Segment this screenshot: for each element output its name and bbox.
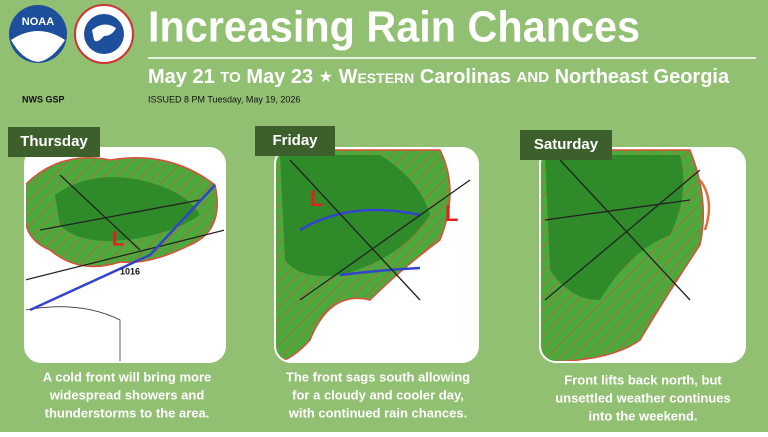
day-label: Friday [272, 132, 318, 149]
caption: thunderstorms to the area. [45, 405, 210, 420]
day-tab [520, 130, 612, 160]
subtitle-part: to [220, 69, 241, 86]
logo-text: NOAA [22, 16, 54, 28]
caption: with continued rain chances. [288, 405, 467, 420]
caption: for a cloudy and cooler day, [292, 387, 464, 402]
svg-text:L: L [445, 201, 458, 226]
day-tab [255, 126, 335, 156]
map-saturday [540, 148, 745, 362]
subtitle-part: Northeast Georgia [555, 66, 730, 88]
issued: ISSUED 8 PM Tuesday, May 19, 2026 [148, 94, 300, 104]
subtitle-part: and [517, 69, 550, 86]
subtitle: May 21 to May 23 ★ Western Carolinas and… [148, 66, 730, 88]
caption: Front lifts back north, but [564, 372, 722, 387]
day-tab [8, 127, 100, 157]
subtitle-part: Western [339, 66, 415, 88]
subtitle-part: ★ [319, 69, 333, 86]
caption: The front sags south allowing [286, 369, 470, 384]
subtitle-part: Carolinas [420, 66, 511, 88]
nws-logo [74, 4, 134, 64]
map-thursday: L 1016 [25, 148, 225, 362]
caption: widespread showers and [49, 387, 205, 402]
svg-text:L: L [310, 186, 323, 211]
day-label: Thursday [20, 133, 88, 150]
map-friday: L L [275, 148, 478, 362]
caption: A cold front will bring more [43, 369, 212, 384]
day-label: Saturday [534, 136, 599, 153]
isobar-label: 1016 [120, 266, 140, 276]
office: NWS GSP [22, 94, 65, 104]
caption: into the weekend. [588, 408, 697, 423]
caption: unsettled weather continues [555, 390, 731, 405]
noaa-logo: NOAA [9, 5, 67, 63]
svg-text:L: L [112, 228, 124, 250]
subtitle-part: May 21 [148, 66, 215, 88]
subtitle-part: May 23 [246, 66, 313, 88]
title: Increasing Rain Chances [148, 3, 640, 52]
